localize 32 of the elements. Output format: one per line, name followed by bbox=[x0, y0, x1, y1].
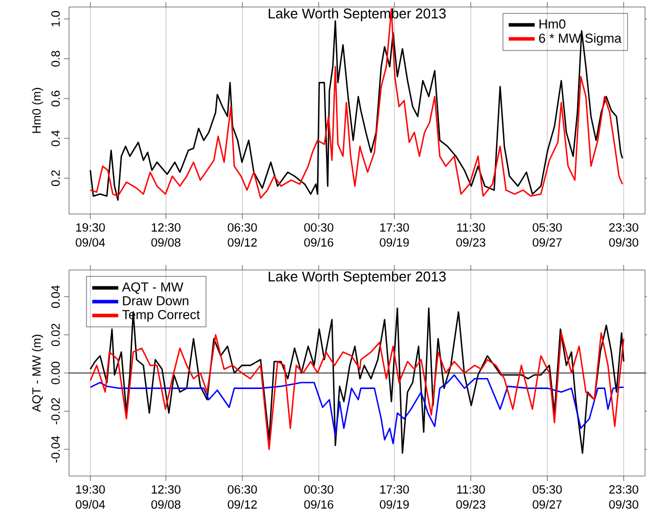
y-tick-label: 1.0 bbox=[51, 11, 60, 26]
y-tick-label: 0.04 bbox=[51, 285, 60, 308]
x-tick-label: 11:30 09/23 bbox=[456, 485, 486, 509]
y-tick-label: 0.02 bbox=[51, 324, 60, 346]
x-tick-label: 17:30 09/19 bbox=[380, 485, 409, 509]
y-tick-label: -0.02 bbox=[51, 398, 60, 424]
x-tick-label: 19:30 09/04 bbox=[76, 223, 105, 247]
x-tick-label: 23:30 09/30 bbox=[609, 485, 638, 509]
x-tick-label: 23:30 09/30 bbox=[609, 223, 638, 247]
x-tick-label: 12:30 09/08 bbox=[151, 223, 180, 247]
x-tick-label: 06:30 09/12 bbox=[228, 485, 257, 509]
x-tick-label: 06:30 09/12 bbox=[228, 223, 257, 247]
y-tick-label: 0.8 bbox=[51, 50, 60, 67]
y-tick-label: -0.04 bbox=[51, 436, 60, 462]
x-tick-label: 00:30 09/16 bbox=[304, 485, 334, 509]
y-axis-title: AQT - MW (m) bbox=[32, 334, 44, 412]
y-tick-label: 0.4 bbox=[51, 130, 60, 146]
x-tick-label: 00:30 09/16 bbox=[304, 223, 334, 247]
x-tick-label: 05:30 09/27 bbox=[532, 223, 562, 247]
x-tick-label: 11:30 09/23 bbox=[456, 223, 486, 247]
y-tick-label: 0.00 bbox=[51, 362, 60, 384]
chart-title: Lake Worth September 2013 bbox=[268, 271, 446, 284]
x-tick-label: 19:30 09/04 bbox=[76, 485, 105, 509]
y-tick-label: 0.6 bbox=[51, 90, 60, 106]
legend-label: Hm0 bbox=[540, 19, 566, 29]
x-tick-label: 12:30 09/08 bbox=[151, 485, 180, 509]
legend-label: Draw Down bbox=[123, 296, 188, 306]
y-axis-title: Hm0 (m) bbox=[32, 88, 44, 133]
legend-label: AQT - MW bbox=[122, 282, 184, 294]
y-tick-label: 0.2 bbox=[51, 170, 60, 186]
x-tick-label: 17:30 09/19 bbox=[380, 223, 409, 247]
x-tick-label: 05:30 09/27 bbox=[532, 485, 562, 509]
